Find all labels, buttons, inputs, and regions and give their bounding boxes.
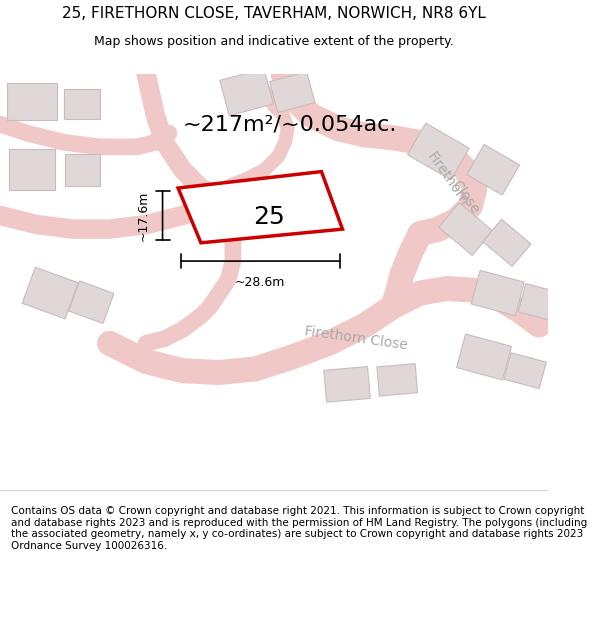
Polygon shape bbox=[471, 271, 524, 316]
Polygon shape bbox=[22, 268, 78, 319]
Polygon shape bbox=[324, 366, 370, 403]
Polygon shape bbox=[377, 364, 418, 396]
Polygon shape bbox=[7, 83, 57, 119]
Polygon shape bbox=[439, 202, 493, 256]
Polygon shape bbox=[220, 69, 274, 116]
Polygon shape bbox=[65, 154, 100, 186]
Text: Contains OS data © Crown copyright and database right 2021. This information is : Contains OS data © Crown copyright and d… bbox=[11, 506, 587, 551]
Polygon shape bbox=[457, 334, 511, 380]
Polygon shape bbox=[269, 72, 315, 112]
Polygon shape bbox=[467, 144, 520, 195]
Text: ~28.6m: ~28.6m bbox=[235, 276, 286, 289]
Text: Firethorn: Firethorn bbox=[424, 149, 471, 208]
Text: Close: Close bbox=[449, 177, 482, 217]
Text: ~217m²/~0.054ac.: ~217m²/~0.054ac. bbox=[182, 114, 397, 134]
Text: 25, FIRETHORN CLOSE, TAVERHAM, NORWICH, NR8 6YL: 25, FIRETHORN CLOSE, TAVERHAM, NORWICH, … bbox=[62, 6, 486, 21]
Polygon shape bbox=[178, 172, 343, 243]
Polygon shape bbox=[64, 89, 100, 119]
Text: 25: 25 bbox=[254, 205, 285, 229]
Polygon shape bbox=[9, 149, 55, 190]
Polygon shape bbox=[518, 284, 559, 321]
Text: Map shows position and indicative extent of the property.: Map shows position and indicative extent… bbox=[94, 35, 454, 48]
Text: Firethorn Close: Firethorn Close bbox=[304, 324, 409, 353]
Polygon shape bbox=[504, 352, 547, 389]
Polygon shape bbox=[68, 281, 114, 324]
Polygon shape bbox=[407, 123, 469, 180]
Polygon shape bbox=[483, 219, 531, 266]
Text: ~17.6m: ~17.6m bbox=[137, 190, 150, 241]
